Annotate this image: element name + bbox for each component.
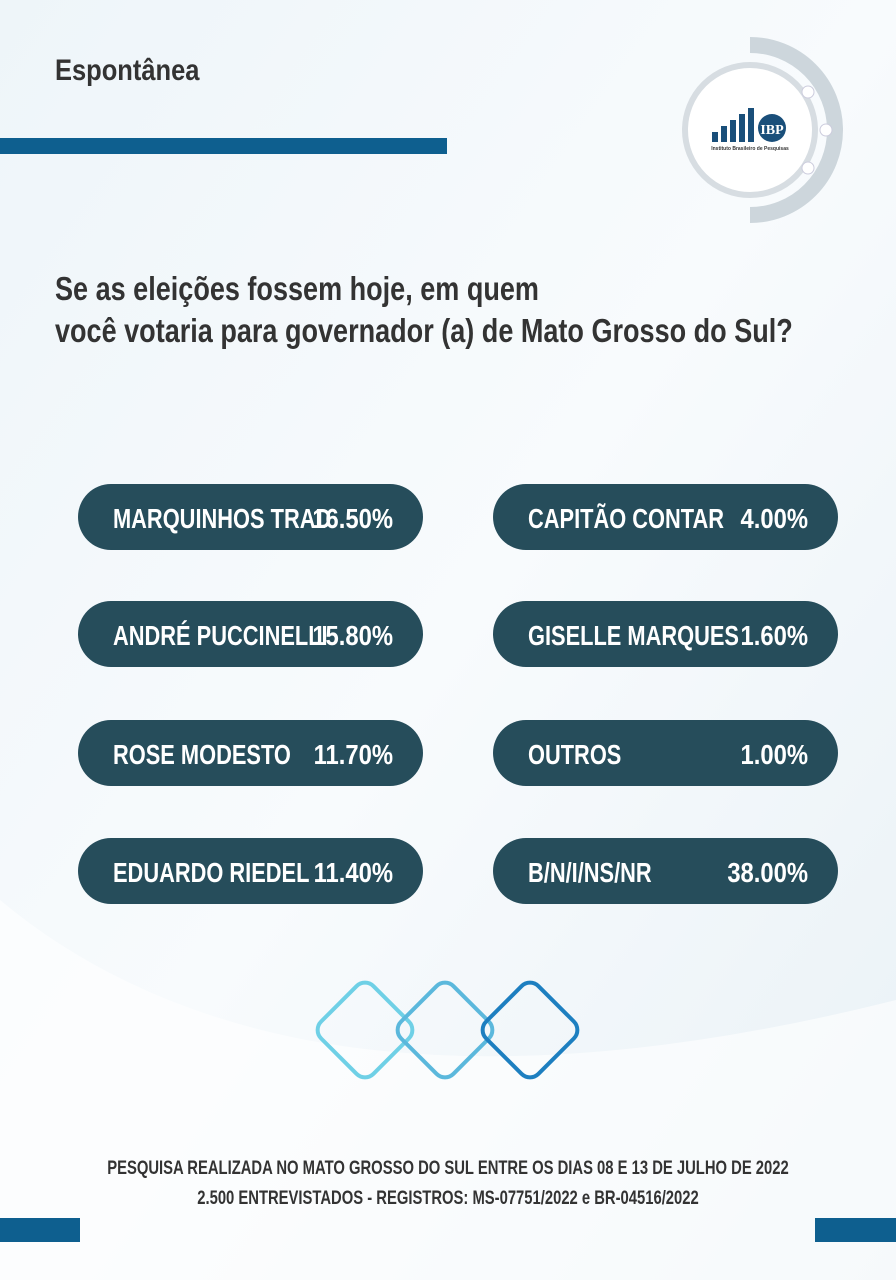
- pill-text: EDUARDO RIEDEL: [113, 857, 309, 888]
- candidate-value: 11.70%: [314, 738, 393, 770]
- pill-value: 16.50%: [312, 502, 393, 534]
- logo: IBP Instituto Brasileiro de Pesquisas: [682, 37, 843, 223]
- pill-value: 4.00%: [741, 502, 808, 534]
- candidate-value: 15.80%: [312, 619, 393, 651]
- pill-value: 1.60%: [741, 619, 808, 651]
- pill: [493, 838, 838, 904]
- result-pill: GISELLE MARQUES 1.60%: [493, 601, 838, 667]
- candidate-value: 11.40%: [314, 856, 393, 888]
- footer-line: PESQUISA REALIZADA NO MATO GROSSO DO SUL…: [107, 1157, 788, 1178]
- pill-value: 11.70%: [314, 738, 393, 770]
- candidate-name: CAPITÃO CONTAR: [528, 501, 724, 534]
- pill-text: ROSE MODESTO: [113, 739, 291, 770]
- result-pill: CAPITÃO CONTAR 4.00%: [493, 484, 838, 550]
- candidate-name: MARQUINHOS TRAD: [113, 503, 331, 534]
- pill-text: CAPITÃO CONTAR: [528, 501, 724, 534]
- pill: [493, 484, 838, 550]
- question-line: Se as eleições fossem hoje, em quem: [55, 272, 539, 308]
- question-line: você votaria para governador (a) de Mato…: [55, 314, 793, 350]
- title-bar: [0, 138, 447, 154]
- candidate-name: EDUARDO RIEDEL: [113, 857, 309, 888]
- footer: PESQUISA REALIZADA NO MATO GROSSO DO SUL…: [107, 1157, 788, 1208]
- background-wave: [0, 900, 896, 1280]
- candidate-value: 1.00%: [741, 738, 808, 770]
- candidate-name: ROSE MODESTO: [113, 739, 291, 770]
- pill: [78, 484, 423, 550]
- candidate-name: B/N/I/NS/NR: [528, 857, 652, 888]
- footer-bar: [0, 1218, 80, 1242]
- pill: [78, 838, 423, 904]
- title: Espontânea: [55, 53, 200, 86]
- logo-text: IBP: [760, 123, 784, 138]
- result-pill: B/N/I/NS/NR 38.00%: [493, 838, 838, 904]
- pill-text: OUTROS: [528, 739, 621, 770]
- candidate-value: 16.50%: [312, 502, 393, 534]
- candidate-value: 38.00%: [727, 856, 808, 888]
- candidate-name: GISELLE MARQUES: [528, 620, 739, 651]
- pill-text: ANDRÉ PUCCINELLI: [113, 619, 328, 651]
- pill-value: 11.40%: [314, 856, 393, 888]
- candidate-value: 4.00%: [741, 502, 808, 534]
- pill-value: 1.00%: [741, 738, 808, 770]
- pill: [78, 601, 423, 667]
- result-pill: ROSE MODESTO 11.70%: [78, 720, 423, 786]
- candidate-name: OUTROS: [528, 739, 621, 770]
- candidate-value: 1.60%: [741, 619, 808, 651]
- result-pill: EDUARDO RIEDEL 11.40%: [78, 838, 423, 904]
- pill-text: MARQUINHOS TRAD: [113, 503, 331, 534]
- pill: [493, 601, 838, 667]
- footer-bar: [815, 1218, 896, 1242]
- pill-text: GISELLE MARQUES: [528, 620, 739, 651]
- question: Se as eleições fossem hoje, em quem você…: [55, 272, 793, 350]
- decoration: [315, 980, 580, 1080]
- pill-text: B/N/I/NS/NR: [528, 857, 652, 888]
- logo-subtitle: Instituto Brasileiro de Pesquisas: [711, 146, 789, 152]
- candidate-name: ANDRÉ PUCCINELLI: [113, 619, 328, 651]
- footer-line: 2.500 ENTREVISTADOS - REGISTROS: MS-0775…: [197, 1187, 698, 1208]
- pill-value: 38.00%: [727, 856, 808, 888]
- pill: [493, 720, 838, 786]
- pill: [78, 720, 423, 786]
- pill-value: 15.80%: [312, 619, 393, 651]
- result-pill: OUTROS 1.00%: [493, 720, 838, 786]
